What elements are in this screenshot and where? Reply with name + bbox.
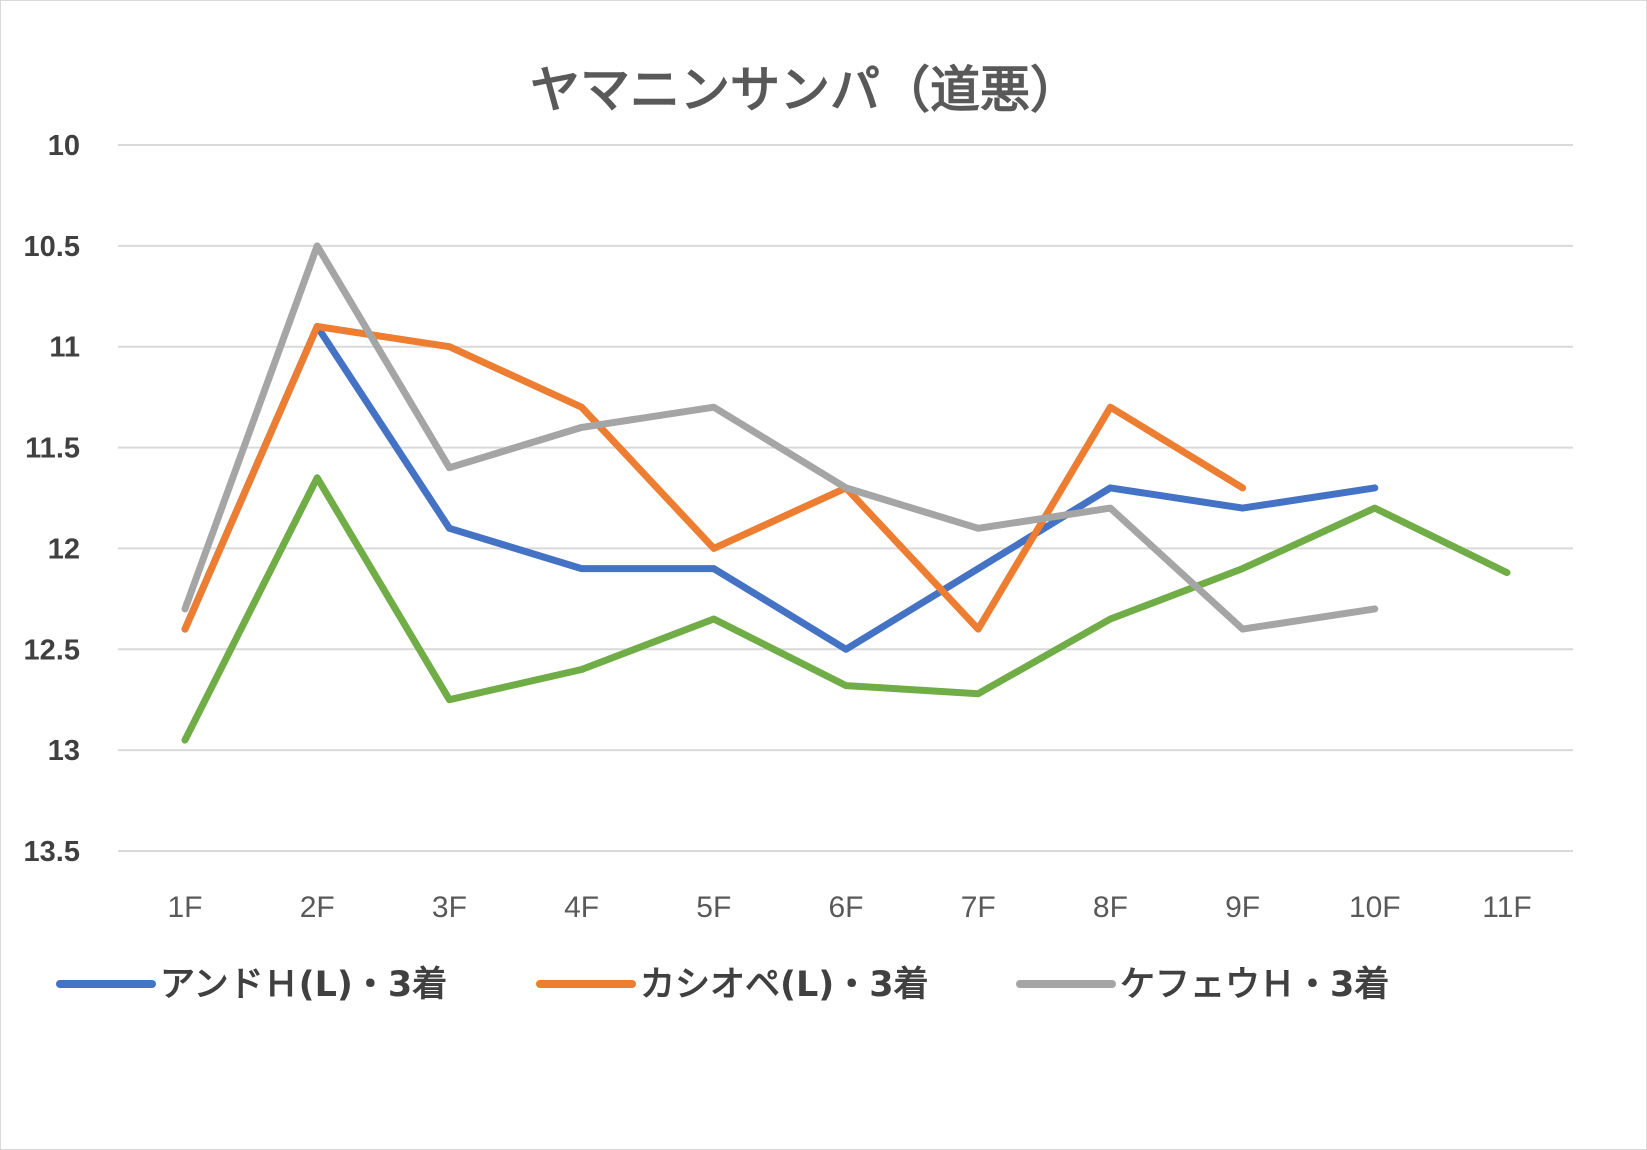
legend-label: ケフェウＨ・3着: [1120, 965, 1389, 1005]
series-line-3: [181, 242, 1379, 633]
y-tick-label: 12: [48, 533, 80, 565]
y-tick-label: 11.5: [25, 433, 80, 465]
series-lines: [181, 242, 1511, 744]
x-tick-label: 3F: [432, 891, 467, 924]
series-line-2: [181, 323, 1247, 633]
y-tick-label: 13.5: [24, 836, 80, 868]
y-axis-ticks: 10 10.5 11 11.5 12 12.5 13 13.5: [24, 130, 80, 868]
x-axis-ticks: 1F 2F 3F 4F 5F 6F 7F 8F 9F 10F 11F: [167, 891, 1531, 924]
y-tick-label: 11: [49, 332, 80, 364]
x-tick-label: 11F: [1482, 891, 1531, 924]
x-tick-label: 5F: [696, 891, 731, 924]
x-tick-label: 1F: [167, 891, 202, 924]
x-tick-label: 8F: [1093, 891, 1128, 924]
y-tick-label: 10.5: [24, 231, 80, 263]
series-line-4: [181, 474, 1511, 744]
y-tick-label: 10: [48, 130, 80, 162]
y-tick-label: 13: [48, 735, 80, 767]
x-tick-label: 10F: [1349, 891, 1401, 924]
x-tick-label: 6F: [828, 891, 863, 924]
legend-label: カシオペ(L)・3着: [640, 965, 929, 1005]
legend: アンドＨ(L)・3着 カシオペ(L)・3着 ケフェウＨ・3着: [56, 965, 1389, 1005]
chart-title: ヤマニンサンパ（道悪）: [530, 61, 1080, 119]
legend-label: アンドＨ(L)・3着: [160, 965, 447, 1005]
gridlines: [118, 144, 1573, 852]
x-tick-label: 2F: [300, 891, 335, 924]
x-tick-label: 9F: [1225, 891, 1260, 924]
x-tick-label: 4F: [564, 891, 599, 924]
y-tick-label: 12.5: [24, 634, 80, 666]
x-tick-label: 7F: [961, 891, 996, 924]
series-line-1: [181, 323, 1379, 653]
